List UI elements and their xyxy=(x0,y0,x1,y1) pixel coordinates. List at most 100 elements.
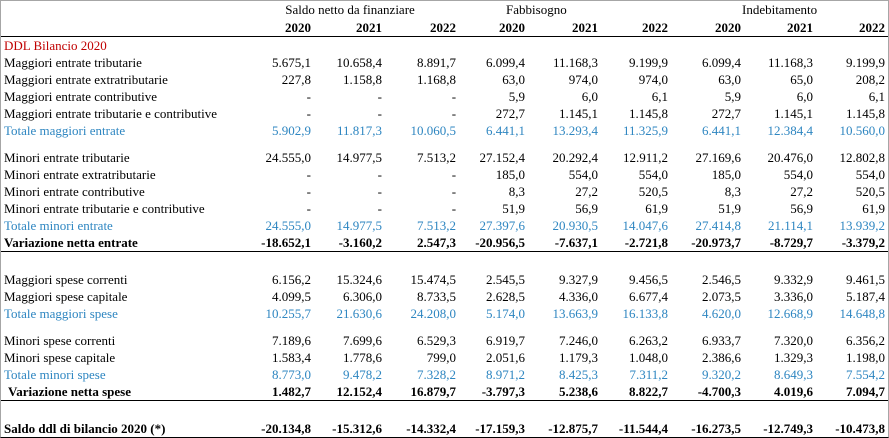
cell-fabbisogno-2022: 7.311,2 xyxy=(629,367,669,382)
cell-fabbisogno-2022: 6.677,4 xyxy=(629,289,669,304)
row-label: Totale minori spese xyxy=(4,367,106,382)
spacer-cell xyxy=(1,401,888,420)
year-header-saldo-netto-2021: 2021 xyxy=(314,19,385,37)
cell-indebitamento-2022: 13.939,2 xyxy=(839,218,886,233)
row-maggiori-entrate-tributarie: Maggiori entrate tributarie 5.675,1 10.6… xyxy=(1,54,888,71)
cell-fabbisogno-2022: 61,9 xyxy=(645,201,669,216)
cell-indebitamento-2021: 4.019,6 xyxy=(744,383,817,401)
cell-saldo-netto-2020: 4.099,5 xyxy=(272,289,311,304)
cell-fabbisogno-2020: 272,7 xyxy=(495,106,526,121)
cell-indebitamento-2021: 20.476,0 xyxy=(767,150,814,165)
cell-fabbisogno-2020: 6.441,1 xyxy=(486,123,526,138)
row-maggiori-spese-capitale: Maggiori spese capitale 4.099,5 6.306,0 … xyxy=(1,288,888,305)
spacer-cell xyxy=(1,139,888,149)
cell-saldo-netto-2022: - xyxy=(451,89,457,104)
cell-saldo-netto-2022: 7.328,2 xyxy=(417,367,457,382)
cell-fabbisogno-2021: 13.663,9 xyxy=(552,306,599,321)
cell-fabbisogno-2022: 1.145,8 xyxy=(629,106,669,121)
cell-saldo-netto-2020: 24.555,0 xyxy=(265,218,312,233)
cell-saldo-netto-2021: 15.324,6 xyxy=(336,272,383,287)
cell-fabbisogno-2021: 11.168,3 xyxy=(553,55,599,70)
cell-saldo-netto-2020: - xyxy=(306,106,311,121)
cell-indebitamento-2022: -3.379,2 xyxy=(816,234,888,252)
cell-fabbisogno-2020: 6.919,7 xyxy=(486,333,526,348)
cell-saldo-netto-2020: 1.583,4 xyxy=(272,350,311,365)
cell-fabbisogno-2021: 7.246,0 xyxy=(559,333,599,348)
cell-indebitamento-2020: 272,7 xyxy=(711,106,742,121)
group-header-fabbisogno: Fabbisogno xyxy=(506,2,567,17)
cell-fabbisogno-2022: 11.325,9 xyxy=(623,123,669,138)
cell-indebitamento-2022: -10.473,8 xyxy=(835,421,886,436)
year-header-fabbisogno-2020: 2020 xyxy=(459,19,529,37)
cell-indebitamento-2020: -4.700,3 xyxy=(671,383,745,401)
spacer-cell xyxy=(1,322,888,332)
section-title-row: DDL Bilancio 2020 xyxy=(1,37,888,54)
cell-saldo-netto-2020: - xyxy=(306,184,311,199)
cell-indebitamento-2020: 5,9 xyxy=(724,89,742,104)
cell-saldo-netto-2022: 24.208,0 xyxy=(410,306,457,321)
cell-indebitamento-2021: 12.668,9 xyxy=(767,306,814,321)
cell-fabbisogno-2021: 20.292,4 xyxy=(552,150,599,165)
row-maggiori-entrate-extratributarie: Maggiori entrate extratributarie 227,8 1… xyxy=(1,71,888,88)
cell-indebitamento-2020: 8,3 xyxy=(724,184,742,199)
cell-indebitamento-2022: 9.199,9 xyxy=(846,55,886,70)
row-totale-maggiori-entrate: Totale maggiori entrate 5.902,9 11.817,3… xyxy=(1,122,888,139)
cell-saldo-netto-2021: - xyxy=(377,106,382,121)
cell-fabbisogno-2021: 27,2 xyxy=(575,184,599,199)
year-header-indebitamento-2021: 2021 xyxy=(744,19,817,37)
cell-indebitamento-2020: 4.620,0 xyxy=(702,306,742,321)
cell-indebitamento-2020: 185,0 xyxy=(711,167,742,182)
corner-cell xyxy=(1,19,241,37)
cell-indebitamento-2020: 51,9 xyxy=(718,201,742,216)
spacer-row xyxy=(1,322,888,332)
year-header-saldo-netto-2022: 2022 xyxy=(385,19,460,37)
cell-indebitamento-2021: 6,0 xyxy=(796,89,814,104)
cell-indebitamento-2021: 1.145,1 xyxy=(774,106,814,121)
cell-indebitamento-2022: 208,2 xyxy=(855,72,886,87)
cell-indebitamento-2022: 5.187,4 xyxy=(846,289,886,304)
cell-fabbisogno-2020: 63,0 xyxy=(502,72,526,87)
row-label: Minori entrate extratributarie xyxy=(4,167,156,182)
cell-fabbisogno-2020: 2.628,5 xyxy=(486,289,526,304)
year-header-indebitamento-2020: 2020 xyxy=(671,19,745,37)
row-label: Maggiori entrate contributive xyxy=(4,89,158,104)
cell-saldo-netto-2020: -20.134,8 xyxy=(261,421,311,436)
cell-saldo-netto-2021: -15.312,6 xyxy=(332,421,382,436)
row-saldo-ddl-di-bilancio: Saldo ddl di bilancio 2020 (*) -20.134,8… xyxy=(1,420,888,437)
cell-fabbisogno-2022: 14.047,6 xyxy=(622,218,669,233)
year-header-row: 2020 2021 2022 2020 2021 2022 2020 2021 … xyxy=(1,19,888,37)
cell-indebitamento-2021: 56,9 xyxy=(790,201,814,216)
cell-indebitamento-2020: 2.546,5 xyxy=(702,272,742,287)
cell-saldo-netto-2022: 6.529,3 xyxy=(417,333,457,348)
row-minori-entrate-tributarie: Minori entrate tributarie 24.555,0 14.97… xyxy=(1,149,888,166)
cell-fabbisogno-2020: 27.152,4 xyxy=(479,150,526,165)
year-header-fabbisogno-2022: 2022 xyxy=(601,19,672,37)
cell-indebitamento-2020: 63,0 xyxy=(718,72,742,87)
cell-saldo-netto-2021: 14.977,5 xyxy=(336,150,383,165)
row-minori-entrate-tributarie-e-contributive: Minori entrate tributarie e contributive… xyxy=(1,200,888,217)
cell-saldo-netto-2022: 15.474,5 xyxy=(410,272,457,287)
cell-indebitamento-2020: 6.933,7 xyxy=(702,333,742,348)
row-totale-minori-entrate: Totale minori entrate 24.555,0 14.977,5 … xyxy=(1,217,888,234)
cell-saldo-netto-2021: - xyxy=(377,184,382,199)
cell-fabbisogno-2022: -2.721,8 xyxy=(601,234,672,252)
spacer-row xyxy=(1,252,888,271)
cell-indebitamento-2020: 27.414,8 xyxy=(695,218,742,233)
cell-indebitamento-2020: 27.169,6 xyxy=(695,150,742,165)
row-label: Minori entrate tributarie e contributive xyxy=(4,201,205,216)
cell-saldo-netto-2020: 8.773,0 xyxy=(272,367,311,382)
cell-indebitamento-2020: 9.320,2 xyxy=(702,367,742,382)
cell-saldo-netto-2021: 10.658,4 xyxy=(336,55,383,70)
cell-saldo-netto-2020: 5.902,9 xyxy=(272,123,311,138)
group-header-saldo-netto: Saldo netto da finanziare xyxy=(285,2,415,17)
cell-saldo-netto-2021: 14.977,5 xyxy=(336,218,383,233)
row-label: Maggiori entrate tributarie xyxy=(4,55,142,70)
cell-fabbisogno-2022: 554,0 xyxy=(638,167,669,182)
cell-fabbisogno-2021: 554,0 xyxy=(568,167,599,182)
cell-fabbisogno-2020: -3.797,3 xyxy=(459,383,529,401)
row-label: Variazione netta spese xyxy=(1,383,241,401)
cell-saldo-netto-2021: 1.158,8 xyxy=(343,72,382,87)
year-header-saldo-netto-2020: 2020 xyxy=(241,19,314,37)
cell-indebitamento-2021: 8.649,3 xyxy=(774,367,814,382)
